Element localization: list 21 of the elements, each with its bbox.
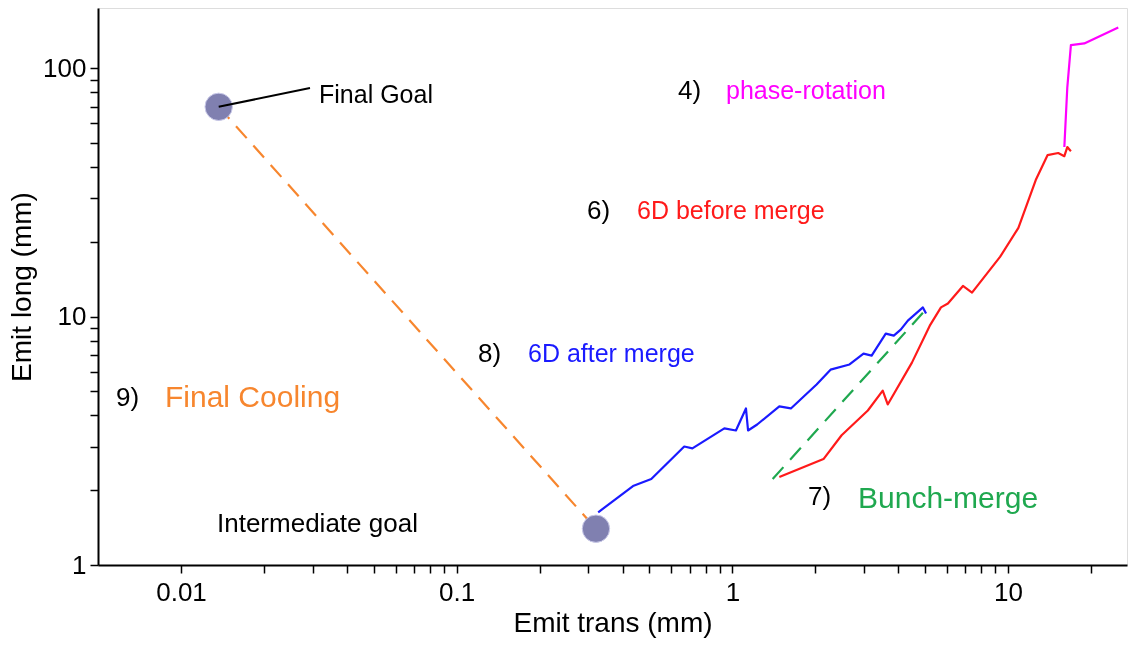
x-tick-label: 1 bbox=[725, 576, 741, 607]
y-axis-title: Emit long (mm) bbox=[6, 192, 38, 382]
annotation: 6) bbox=[587, 195, 611, 225]
text: 6D before merge bbox=[637, 196, 825, 224]
x-tick-label: 0.01 bbox=[156, 576, 207, 607]
x-tick-label: 0.1 bbox=[439, 576, 476, 607]
annotation: Intermediate goal bbox=[217, 508, 418, 538]
y-tick-label: 100 bbox=[43, 52, 87, 83]
text: phase-rotation bbox=[726, 76, 886, 104]
x-axis-title: Emit trans (mm) bbox=[513, 606, 713, 638]
x-tick-label: 10 bbox=[994, 576, 1024, 607]
annotation: 4) bbox=[678, 75, 702, 105]
annotation: 7) bbox=[808, 481, 832, 511]
text: 6D after merge bbox=[528, 339, 695, 367]
text: Final Cooling bbox=[165, 380, 341, 413]
annotation: 8) bbox=[478, 338, 502, 368]
y-tick-label: 10 bbox=[57, 301, 87, 332]
text: Bunch-merge bbox=[858, 481, 1039, 514]
y-tick-label: 1 bbox=[72, 549, 87, 580]
annotation: Final Goal bbox=[319, 80, 433, 108]
annotation: 9) bbox=[116, 382, 140, 412]
